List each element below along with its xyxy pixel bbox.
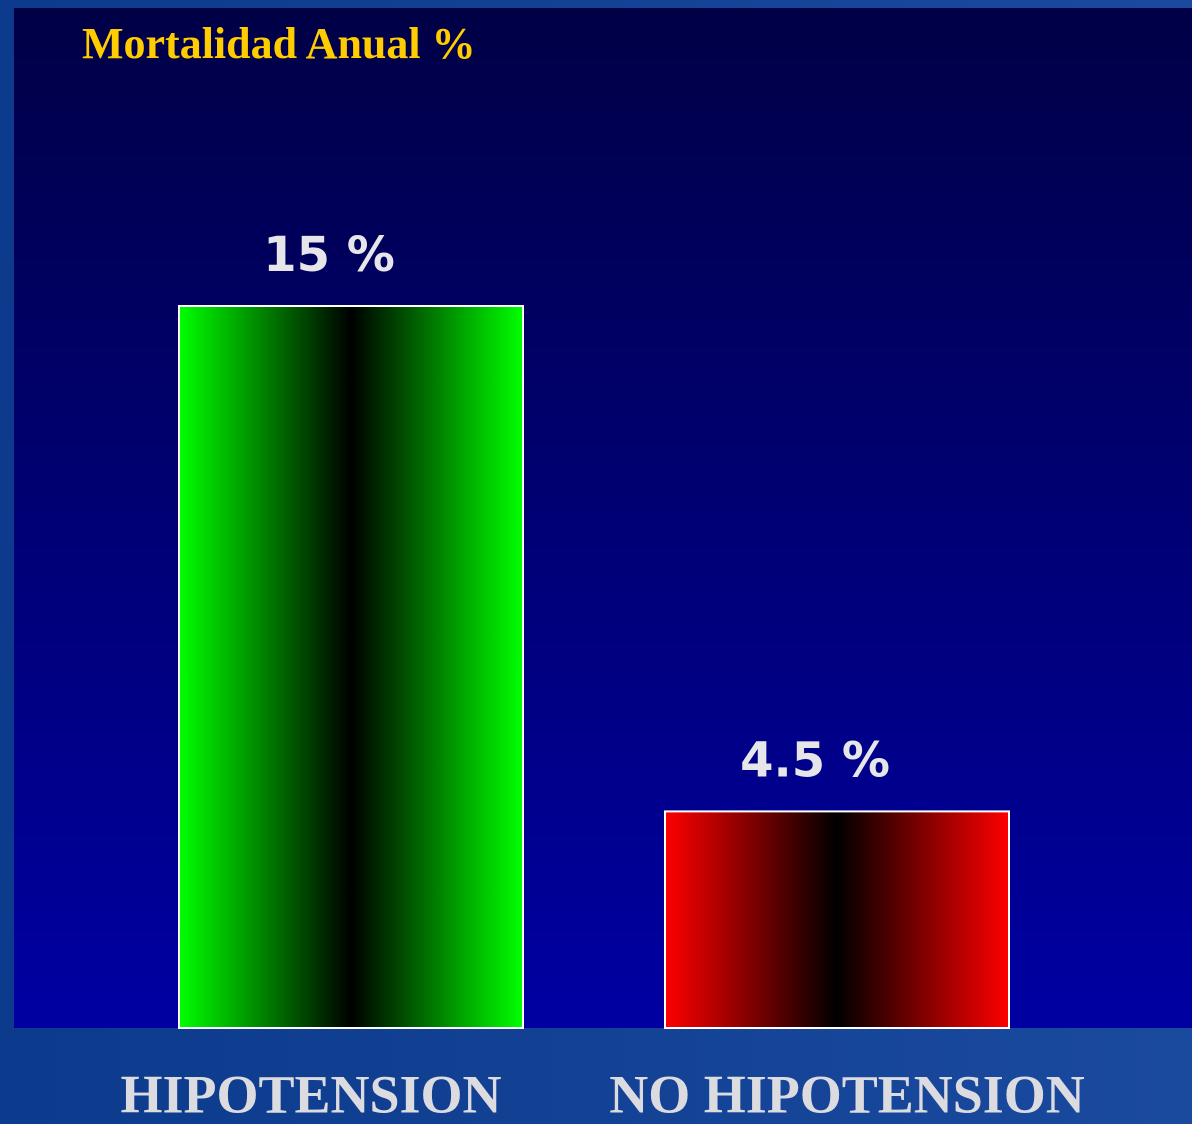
x-tick-label: HIPOTENSION xyxy=(120,1064,501,1124)
bar xyxy=(664,810,1010,1030)
bar xyxy=(178,305,524,1029)
x-tick-label: NO HIPOTENSION xyxy=(609,1064,1085,1124)
value-label: 4.5 % xyxy=(740,732,890,788)
value-label: 15 % xyxy=(263,227,395,283)
chart-title: Mortalidad Anual % xyxy=(82,19,476,68)
